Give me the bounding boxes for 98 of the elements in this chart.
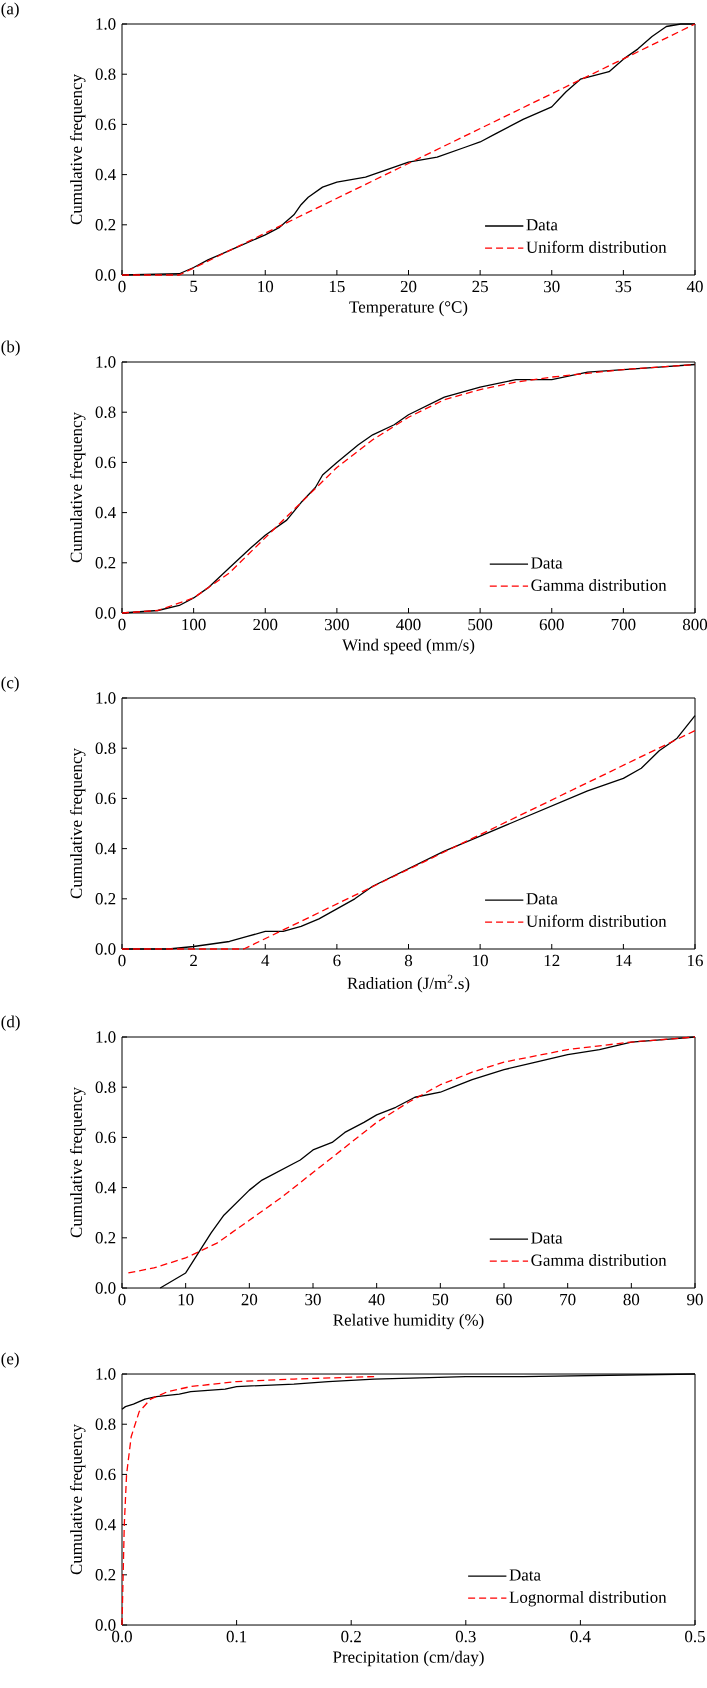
x-tick-label: 0.2 [341, 1630, 361, 1643]
y-tick-label: 0.6 [95, 456, 116, 469]
y-axis-title: Cumulative frequency [69, 412, 86, 563]
x-tick-label: 2 [190, 954, 197, 967]
y-tick-label: 0.2 [95, 893, 116, 905]
x-tick-label: 700 [611, 618, 636, 631]
y-tick-label: 0.2 [95, 557, 116, 569]
x-tick-label: 70 [560, 1293, 576, 1306]
y-axis-title: Cumulative frequency [69, 74, 86, 225]
x-tick-label: 10 [178, 1293, 194, 1306]
legend-label: Data [526, 893, 558, 905]
x-tick-label: 0.5 [685, 1630, 705, 1643]
y-tick-label: 0.4 [95, 168, 116, 181]
x-tick-label: 16 [688, 954, 703, 967]
y-tick-label: 0.6 [95, 1468, 116, 1481]
x-tick-label: 0 [118, 1293, 126, 1306]
chart-title: (c) [1, 676, 19, 692]
x-tick-label: 14 [616, 954, 632, 967]
y-tick-label: 1.0 [96, 356, 116, 368]
y-tick-label: 1.0 [96, 1368, 116, 1380]
y-tick-label: 0.4 [95, 842, 116, 855]
y-tick-label: 0.2 [95, 1232, 116, 1244]
y-tick-label: 0.6 [95, 118, 116, 131]
y-tick-label: 0.0 [95, 269, 116, 281]
x-tick-label: 0.1 [226, 1630, 247, 1643]
x-tick-label: 20 [400, 280, 417, 293]
y-tick-label: 0.8 [95, 68, 116, 80]
y-tick-label: 0.2 [95, 219, 116, 231]
chart-title: (e) [1, 1352, 19, 1368]
x-tick-label: 60 [496, 1293, 512, 1306]
legend-label: Lognormal distribution [509, 1591, 667, 1607]
x-tick-label: 500 [468, 618, 493, 631]
x-tick-label: 40 [368, 1293, 385, 1306]
x-tick-label: 30 [544, 280, 560, 293]
y-axis-title: Cumulative frequency [69, 1424, 86, 1575]
legend-label: Uniform distribution [526, 914, 667, 927]
x-axis-title: Relative humidity (%) [333, 1313, 484, 1330]
x-tick-label: 0.4 [570, 1630, 591, 1643]
x-tick-label: 80 [623, 1293, 640, 1306]
y-axis-title: Cumulative frequency [69, 1087, 86, 1238]
x-tick-label: 4 [261, 954, 270, 967]
x-tick-label: 400 [396, 618, 421, 631]
y-tick-label: 0.6 [95, 1131, 116, 1144]
x-axis-title: Temperature (°C) [349, 300, 468, 317]
chart-title: (b) [1, 340, 20, 356]
x-tick-label: 15 [329, 280, 345, 293]
y-tick-label: 0.6 [95, 792, 116, 805]
legend-label: Gamma distribution [531, 1254, 667, 1266]
y-tick-label: 1.0 [96, 18, 116, 30]
x-tick-label: 600 [539, 618, 564, 631]
x-tick-label: 12 [544, 954, 560, 967]
y-tick-label: 0.2 [95, 1569, 116, 1581]
legend-label: Data [509, 1569, 541, 1581]
x-tick-label: 10 [258, 280, 274, 293]
x-tick-label: 0 [118, 618, 126, 631]
x-tick-label: 90 [687, 1293, 703, 1306]
legend-label: Uniform distribution [526, 240, 667, 253]
x-axis-title: Wind speed (mm/s) [342, 638, 475, 655]
x-axis-title: Precipitation (cm/day) [333, 1650, 484, 1667]
x-tick-label: 30 [305, 1293, 321, 1306]
y-tick-label: 0.8 [95, 406, 116, 418]
x-tick-label: 200 [253, 618, 278, 631]
y-tick-label: 0.8 [95, 742, 116, 754]
x-tick-label: 20 [241, 1293, 258, 1306]
x-tick-label: 35 [615, 280, 632, 293]
legend-label: Gamma distribution [531, 579, 667, 591]
x-tick-label: 10 [473, 954, 488, 967]
x-tick-label: 8 [404, 954, 413, 967]
chart-title: (a) [1, 2, 19, 18]
chart-title: (d) [1, 1015, 20, 1031]
x-tick-label: 800 [682, 618, 707, 631]
x-tick-label: 40 [686, 280, 703, 293]
y-tick-label: 0.4 [95, 1518, 116, 1531]
legend-label: Data [531, 557, 563, 569]
y-tick-label: 1.0 [96, 1031, 116, 1043]
y-tick-label: 0.0 [95, 1282, 116, 1294]
x-tick-label: 25 [472, 280, 488, 293]
y-tick-label: 0.8 [95, 1081, 116, 1093]
x-tick-label: 0.0 [112, 1630, 132, 1643]
x-tick-label: 300 [324, 618, 349, 631]
y-tick-label: 0.8 [95, 1418, 116, 1430]
y-tick-label: 0.4 [95, 1181, 116, 1194]
x-tick-label: 5 [190, 280, 198, 293]
y-tick-label: 1.0 [96, 692, 116, 704]
x-tick-label: 100 [182, 618, 206, 631]
x-axis-title: Radiation (J/m$^{2}$.s) [347, 974, 470, 993]
legend-label: Data [531, 1232, 563, 1244]
y-tick-label: 0.4 [95, 506, 116, 519]
x-tick-label: 6 [333, 954, 341, 967]
x-tick-label: 0.3 [455, 1630, 476, 1643]
y-tick-label: 0.0 [95, 1619, 116, 1631]
legend-label: Data [526, 219, 558, 231]
y-tick-label: 0.0 [95, 943, 116, 955]
y-axis-title: Cumulative frequency [69, 748, 86, 899]
y-tick-label: 0.0 [95, 607, 116, 619]
x-tick-label: 50 [432, 1293, 449, 1306]
x-tick-label: 0 [118, 954, 126, 967]
x-tick-label: 0 [118, 280, 126, 293]
